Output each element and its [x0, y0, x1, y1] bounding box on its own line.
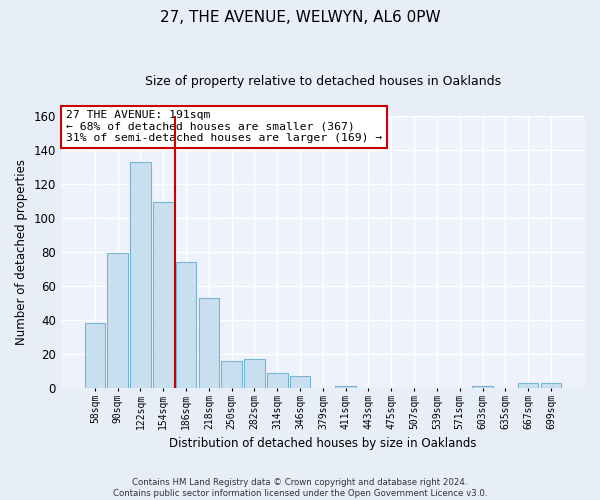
Bar: [85, 323, 105, 388]
Bar: [472, 386, 493, 388]
Bar: [244, 359, 265, 388]
Bar: [290, 376, 310, 388]
Text: Contains HM Land Registry data © Crown copyright and database right 2024.
Contai: Contains HM Land Registry data © Crown c…: [113, 478, 487, 498]
Bar: [541, 383, 561, 388]
Bar: [176, 262, 196, 388]
Text: 27 THE AVENUE: 191sqm
← 68% of detached houses are smaller (367)
31% of semi-det: 27 THE AVENUE: 191sqm ← 68% of detached …: [66, 110, 382, 144]
Bar: [107, 254, 128, 388]
Title: Size of property relative to detached houses in Oaklands: Size of property relative to detached ho…: [145, 75, 501, 88]
Bar: [267, 372, 287, 388]
Bar: [199, 298, 219, 388]
Bar: [153, 202, 173, 388]
Y-axis label: Number of detached properties: Number of detached properties: [15, 158, 28, 344]
Text: 27, THE AVENUE, WELWYN, AL6 0PW: 27, THE AVENUE, WELWYN, AL6 0PW: [160, 10, 440, 25]
Bar: [130, 162, 151, 388]
X-axis label: Distribution of detached houses by size in Oaklands: Distribution of detached houses by size …: [169, 437, 476, 450]
Bar: [335, 386, 356, 388]
Bar: [221, 360, 242, 388]
Bar: [518, 383, 538, 388]
